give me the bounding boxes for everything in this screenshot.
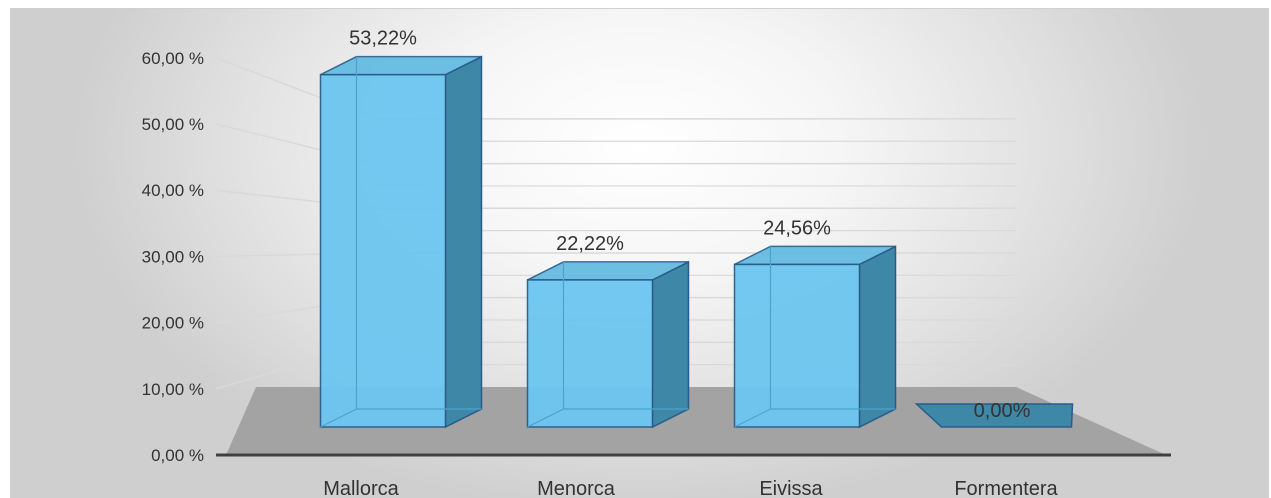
data-label: 24,56% — [763, 217, 831, 239]
x-tick-label: Formentera — [954, 478, 1058, 498]
bar-front-face — [733, 263, 861, 428]
bar-menorca: 22,22% — [526, 233, 690, 429]
x-tick-label: Mallorca — [323, 478, 399, 498]
bar-side-face — [858, 245, 897, 429]
chart-area: 0,00 % 10,00 % 20,00 % 30,00 % 40,00 % 50,00 … — [10, 8, 1269, 498]
data-label: 53,22% — [349, 28, 417, 50]
y-tick-label: 0,00 % — [151, 446, 204, 465]
y-tick-label: 50,00 % — [142, 115, 204, 134]
y-tick-label: 30,00 % — [142, 247, 204, 266]
y-tick-label: 40,00 % — [142, 181, 204, 200]
bar-eivissa: 24,56% — [733, 217, 897, 429]
bar-mallorca: 53,22% — [319, 28, 483, 429]
bar-front-face — [526, 279, 654, 428]
y-tick-label: 60,00 % — [142, 49, 204, 68]
x-tick-label: Eivissa — [759, 478, 823, 498]
bar-chart: 0,00 % 10,00 % 20,00 % 30,00 % 40,00 % 50,00 … — [142, 28, 1171, 498]
data-label: 0,00% — [974, 400, 1031, 422]
bar-inner-edge — [527, 408, 564, 428]
y-tick-label: 20,00 % — [142, 314, 204, 333]
bar-top-face — [914, 403, 1074, 428]
y-tick-label: 10,00 % — [142, 380, 204, 399]
bar-front-face — [319, 73, 447, 428]
bar-formentera: 0,00% — [914, 400, 1074, 428]
bar-inner-edge — [320, 408, 357, 428]
bar-side-face — [651, 260, 690, 429]
x-tick-label: Menorca — [537, 478, 616, 498]
bar-side-face — [444, 55, 483, 429]
data-label: 22,22% — [556, 233, 624, 255]
bar-inner-edge — [734, 408, 771, 428]
